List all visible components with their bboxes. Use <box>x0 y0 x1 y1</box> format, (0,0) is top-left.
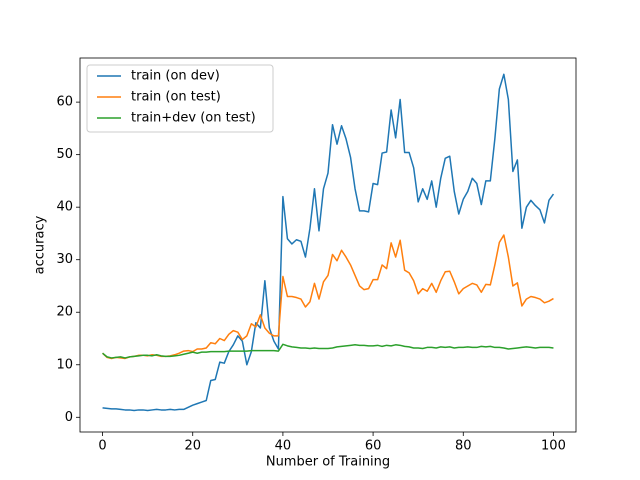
y-tick-label: 30 <box>56 252 73 267</box>
series-line <box>102 234 554 360</box>
legend-label: train (on dev) <box>131 69 220 84</box>
x-tick-label: 60 <box>365 439 382 454</box>
x-tick-label: 100 <box>541 439 566 454</box>
y-tick-label: 20 <box>56 305 73 320</box>
x-tick-label: 20 <box>184 439 201 454</box>
series-line <box>102 343 554 359</box>
x-tick-label: 80 <box>455 439 472 454</box>
y-tick-label: 40 <box>56 200 73 215</box>
x-tick-label: 0 <box>98 439 106 454</box>
y-tick-label: 50 <box>56 147 73 162</box>
legend-box <box>86 64 274 133</box>
y-axis-label: accuracy <box>33 215 48 274</box>
x-axis-label: Number of Training <box>266 455 390 470</box>
series-line <box>102 73 555 412</box>
y-tick-label: 10 <box>56 357 73 372</box>
y-tick-label: 60 <box>56 95 73 110</box>
y-tick-label: 0 <box>65 410 73 425</box>
x-tick-label: 40 <box>275 439 292 454</box>
legend-label: train+dev (on test) <box>131 111 256 126</box>
legend-label: train (on test) <box>131 90 221 105</box>
axes-frame <box>79 57 577 433</box>
